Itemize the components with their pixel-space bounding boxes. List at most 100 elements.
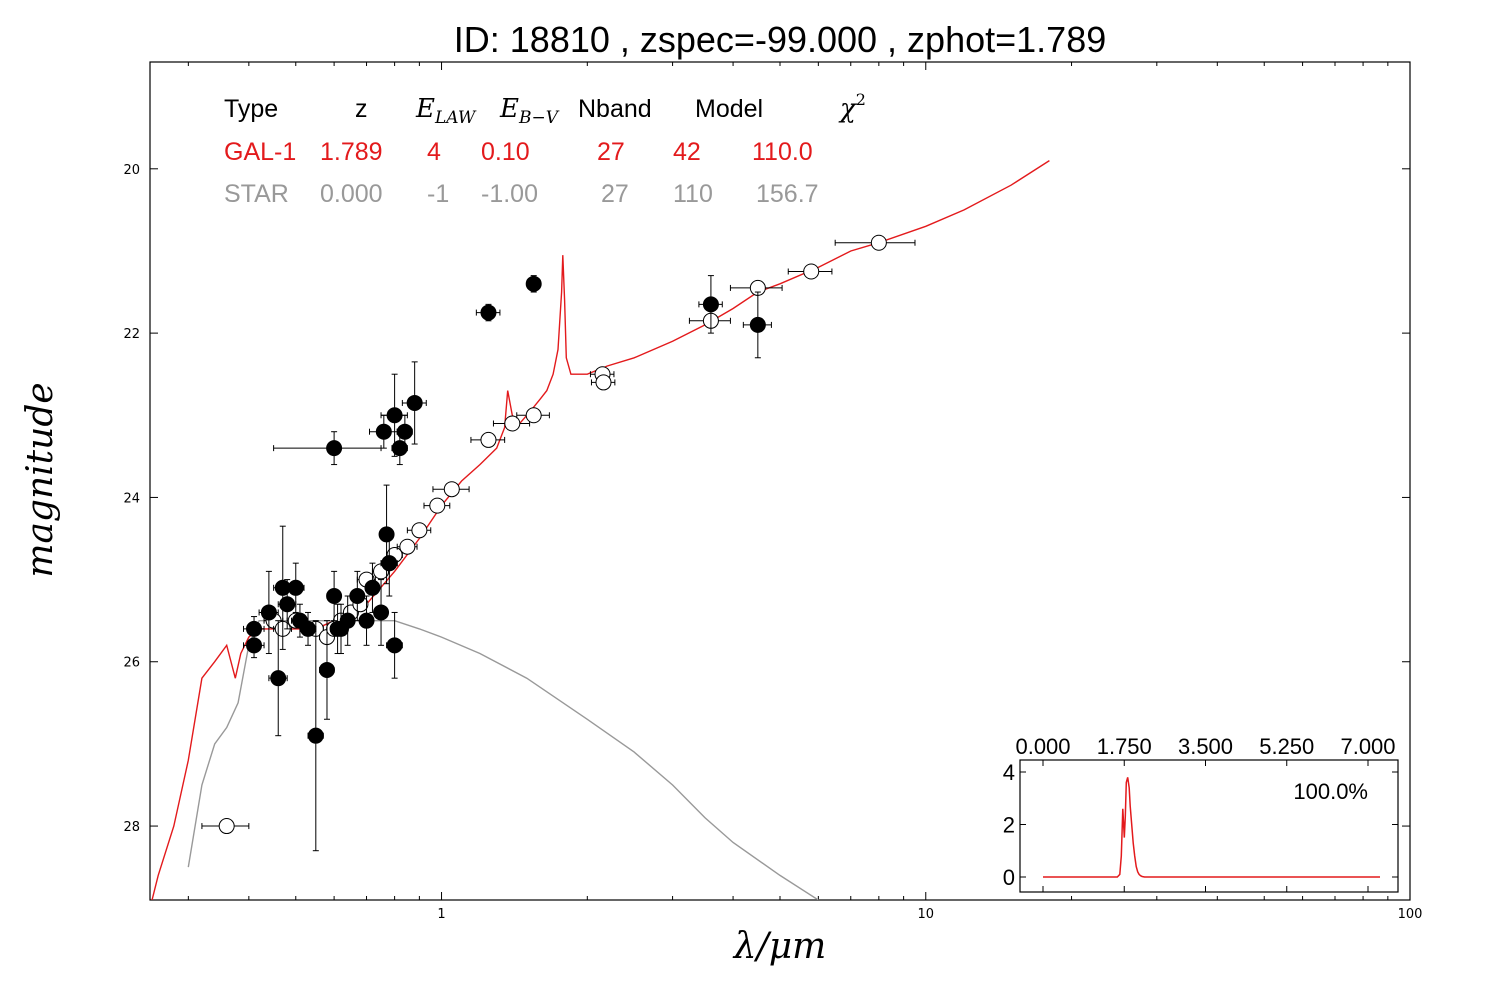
filled-data-point [286, 562, 305, 613]
x-tick-label: 100 [1398, 907, 1423, 922]
y-tick-label: 20 [123, 163, 140, 178]
open-marker [411, 522, 428, 539]
table-header: χ2 [838, 90, 866, 124]
x-tick-label: 10 [917, 907, 934, 922]
open-marker [803, 263, 820, 280]
filled-marker [702, 296, 719, 313]
photometry-points [201, 234, 916, 852]
filled-data-point [318, 620, 335, 720]
filled-marker [307, 727, 324, 744]
filled-marker [326, 440, 343, 457]
filled-data-point [380, 373, 408, 457]
table-header: z [355, 95, 368, 123]
open-data-point [423, 497, 451, 514]
open-marker [525, 407, 542, 424]
inset-y-tick-label: 4 [1003, 760, 1015, 785]
filled-marker [364, 579, 381, 596]
filled-data-point [258, 570, 279, 655]
table-cell: 42 [673, 138, 701, 166]
open-data-point [787, 263, 833, 280]
table-row-label: GAL-1 [224, 138, 296, 166]
filled-data-point [380, 529, 398, 597]
y-axis-label: magnitude [20, 382, 61, 577]
y-tick-label: 26 [123, 656, 140, 671]
filled-marker [339, 612, 356, 629]
filled-marker [287, 579, 304, 596]
inset-y-tick-label: 0 [1003, 865, 1015, 890]
open-data-point [396, 538, 418, 555]
x-tick-label: 1 [437, 907, 445, 922]
filled-data-point [475, 303, 501, 322]
star-model-line [187, 620, 819, 900]
filled-data-point [525, 275, 542, 293]
inset-x-tick-label: 5.250 [1259, 734, 1314, 759]
inset-x-tick-label: 0.000 [1015, 734, 1070, 759]
filled-marker [326, 588, 343, 605]
filled-data-point [307, 620, 324, 852]
filled-marker [260, 604, 277, 621]
filled-data-point [326, 570, 343, 622]
open-data-point [688, 312, 731, 329]
table-cell: 0.10 [481, 138, 530, 166]
table-cell: -1 [427, 180, 449, 208]
filled-marker [386, 637, 403, 654]
filled-data-point [742, 291, 772, 359]
open-marker [399, 538, 416, 555]
filled-marker [358, 612, 375, 629]
table-cell: 110.0 [752, 138, 813, 166]
open-marker [429, 497, 446, 514]
filled-marker [318, 661, 335, 678]
table-header: Type [224, 95, 278, 123]
table-cell: -1.00 [481, 180, 538, 208]
filled-marker [349, 588, 366, 605]
filled-marker [378, 526, 395, 543]
filled-marker [300, 620, 317, 637]
filled-data-point [358, 595, 375, 646]
y-tick-label: 22 [123, 327, 140, 342]
open-data-point [201, 818, 250, 835]
filled-marker [525, 275, 542, 292]
fit-table: Type z ELAW EB−V Nband Model χ2 GAL-1 1.789 4 0.10… [224, 90, 866, 208]
inset-axis-ticks: 0.000 1.750 3.500 5.250 7.000 0 2 4 [1003, 734, 1398, 892]
filled-marker [396, 423, 413, 440]
table-cell: 4 [427, 138, 441, 166]
galaxy-model-line [151, 160, 1050, 900]
filled-data-point [369, 414, 398, 449]
open-data-point [590, 374, 616, 391]
filled-data-point [339, 595, 356, 646]
filled-marker [480, 304, 497, 321]
chart-title: ID: 18810 , zspec=-99.000 , zphot=1.789 [454, 19, 1106, 60]
inset-x-tick-label: 3.500 [1178, 734, 1233, 759]
inset-x-tick-label: 7.000 [1340, 734, 1395, 759]
open-data-point [432, 481, 470, 498]
filled-data-point [273, 525, 293, 650]
filled-data-point [386, 611, 403, 679]
table-cell: 156.7 [756, 180, 819, 208]
open-data-point [406, 522, 432, 539]
filled-data-point [273, 431, 382, 466]
inset-pdz-plot: 0.000 1.750 3.500 5.250 7.000 0 2 4 100.0% [1003, 734, 1399, 893]
table-row-label: STAR [224, 180, 289, 208]
open-marker [595, 374, 612, 391]
open-data-point [470, 431, 506, 448]
inset-y-tick-label: 2 [1003, 813, 1015, 838]
x-axis-label: λ/μm [732, 926, 826, 967]
y-tick-label: 28 [123, 820, 140, 835]
table-header: ELAW [415, 94, 477, 128]
filled-data-point [373, 579, 390, 646]
filled-marker [373, 604, 390, 621]
open-marker [218, 818, 235, 835]
table-header: Nband [578, 95, 652, 123]
open-data-point [729, 279, 783, 296]
inset-frame [1019, 759, 1399, 893]
model-curves [151, 160, 1050, 900]
table-cell: 1.789 [320, 138, 383, 166]
filled-data-point [268, 620, 288, 737]
filled-marker [386, 407, 403, 424]
table-header: EB−V [499, 94, 560, 128]
open-data-point [492, 415, 531, 432]
table-cell: 27 [597, 138, 625, 166]
